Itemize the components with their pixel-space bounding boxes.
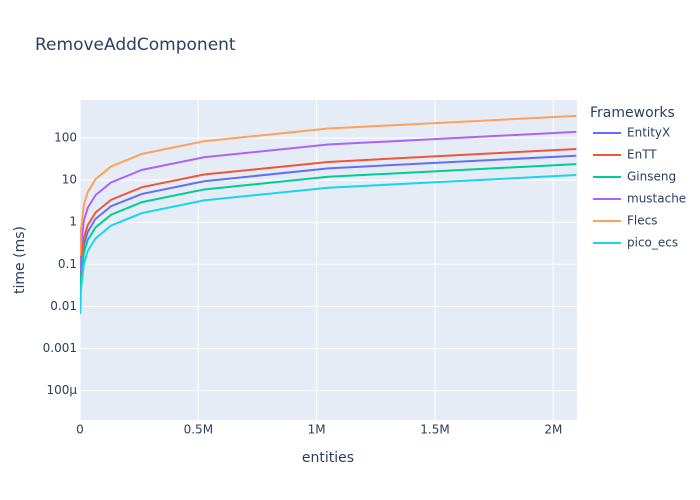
x-tick-label: 0 (76, 423, 84, 437)
y-tick-label: 100µ (46, 383, 77, 397)
y-tick-label: 100 (54, 131, 77, 145)
series-line (80, 130, 577, 272)
y-tick-label: 10 (62, 173, 77, 187)
grid (79, 100, 577, 420)
legend-label: mustache (627, 192, 686, 206)
series-line (80, 174, 577, 315)
plot-background (80, 100, 577, 420)
legend-label: EnTT (627, 148, 657, 162)
x-tick-label: 1M (308, 423, 326, 437)
y-tick-label: 1 (69, 215, 77, 229)
x-axis-title: entities (302, 450, 354, 466)
legend-label: Flecs (627, 214, 657, 228)
y-tick-label: 0.001 (43, 341, 77, 355)
series-line (80, 163, 577, 304)
x-tick-label: 2M (544, 423, 562, 437)
x-tick-label: 0.5M (184, 423, 213, 437)
legend-label: EntityX (627, 126, 670, 140)
x-tick-label: 1.5M (420, 423, 449, 437)
lines (80, 114, 577, 315)
y-axis-title: time (ms) (12, 226, 28, 294)
y-tick-label: 0.01 (50, 299, 77, 313)
legend-title: Frameworks (590, 105, 675, 121)
legend-label: pico_ecs (627, 236, 678, 250)
series-line (80, 147, 577, 289)
y-tick-label: 0.1 (58, 257, 77, 271)
legend-label: Ginseng (627, 170, 676, 184)
chart-title: RemoveAddComponent (35, 35, 236, 55)
series-line (80, 114, 577, 256)
